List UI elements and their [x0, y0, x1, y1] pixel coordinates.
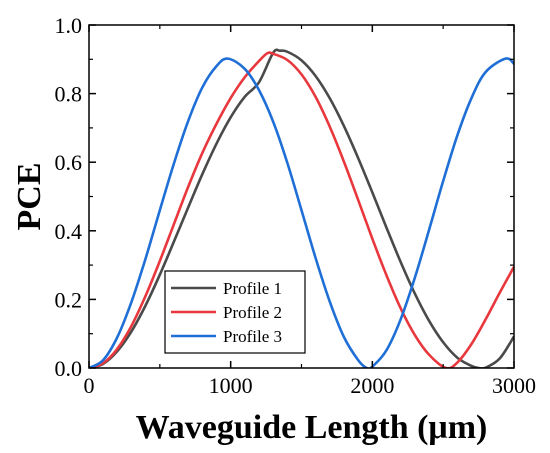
legend: Profile 1 Profile 2 Profile 3 — [164, 270, 306, 354]
y-axis-title: PCE — [11, 163, 48, 231]
y-tick-label: 0.8 — [55, 82, 83, 107]
series-line-1 — [89, 48, 514, 368]
y-tick-label: 0.2 — [55, 287, 83, 312]
x-axis: 0 1000 2000 3000 — [84, 25, 536, 398]
legend-label: Profile 1 — [223, 279, 282, 298]
y-tick-label: 0.6 — [55, 150, 83, 175]
y-tick-label: 1.0 — [55, 13, 83, 38]
x-tick-label: 0 — [84, 373, 95, 398]
series-line-3 — [89, 57, 514, 368]
x-tick-label: 3000 — [492, 373, 536, 398]
x-tick-label: 1000 — [209, 373, 253, 398]
x-axis-title: Waveguide Length (μm) — [136, 409, 488, 446]
y-tick-label: 0.0 — [55, 356, 83, 381]
x-tick-label: 2000 — [350, 373, 394, 398]
y-axis: 0.0 0.2 0.4 0.6 0.8 1.0 — [55, 13, 514, 381]
legend-label: Profile 3 — [223, 327, 282, 346]
legend-label: Profile 2 — [223, 303, 282, 322]
y-tick-label: 0.4 — [55, 219, 83, 244]
